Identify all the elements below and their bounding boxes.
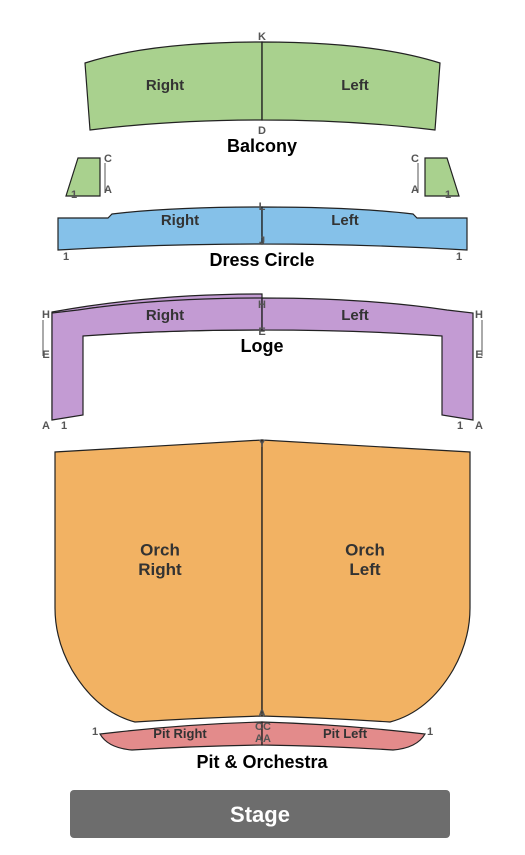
seat-label: 1 <box>457 420 463 432</box>
seating-chart: Stage Balcony Dress Circle Loge Pit & Or… <box>0 0 525 850</box>
row-label: E <box>475 349 482 361</box>
row-label: H <box>258 299 266 311</box>
row-label: L <box>259 201 266 213</box>
row-label: E <box>42 349 49 361</box>
section-orch-right[interactable] <box>55 440 262 722</box>
seat-label: 1 <box>92 726 98 738</box>
row-label: A <box>42 420 50 432</box>
row-label: AA <box>255 733 271 745</box>
row-label: H <box>42 309 50 321</box>
label-pit-orchestra: Pit & Orchestra <box>196 752 328 772</box>
stage-label: Stage <box>230 802 290 827</box>
row-label: CC <box>255 721 271 733</box>
label-balc_left: Left <box>341 77 369 94</box>
label-pit_right: Pit Right <box>153 726 207 741</box>
seat-label: 1 <box>427 726 433 738</box>
row-label: E <box>258 326 265 338</box>
row-label: Y <box>258 438 266 450</box>
row-label: K <box>258 31 266 43</box>
seat-label: 1 <box>63 251 69 263</box>
row-label: D <box>258 125 266 137</box>
seat-label: 1 <box>71 189 77 201</box>
label-orch_left: OrchLeft <box>345 541 385 580</box>
label-orch_right: OrchRight <box>138 541 182 580</box>
seat-label: 1 <box>445 189 451 201</box>
label-dress_right: Right <box>161 212 199 229</box>
row-label: A <box>104 184 112 196</box>
row-label: A <box>411 184 419 196</box>
label-dress-circle: Dress Circle <box>209 250 314 270</box>
label-pit_left: Pit Left <box>323 726 368 741</box>
row-label: A <box>475 420 483 432</box>
label-dress_left: Left <box>331 212 359 229</box>
row-label: C <box>411 153 419 165</box>
section-orch-left[interactable] <box>262 440 470 722</box>
label-balc_right: Right <box>146 77 184 94</box>
row-label: A <box>258 708 266 720</box>
label-balcony: Balcony <box>227 136 297 156</box>
section-dress-left[interactable] <box>262 207 467 250</box>
row-label: H <box>475 309 483 321</box>
seat-label: 1 <box>456 251 462 263</box>
section-balcony-left-lower[interactable] <box>425 158 459 196</box>
label-loge: Loge <box>241 336 284 356</box>
row-label: J <box>259 235 265 247</box>
row-label: C <box>104 153 112 165</box>
label-loge_left: Left <box>341 307 369 324</box>
label-loge_right: Right <box>146 307 184 324</box>
seat-label: 1 <box>61 420 67 432</box>
